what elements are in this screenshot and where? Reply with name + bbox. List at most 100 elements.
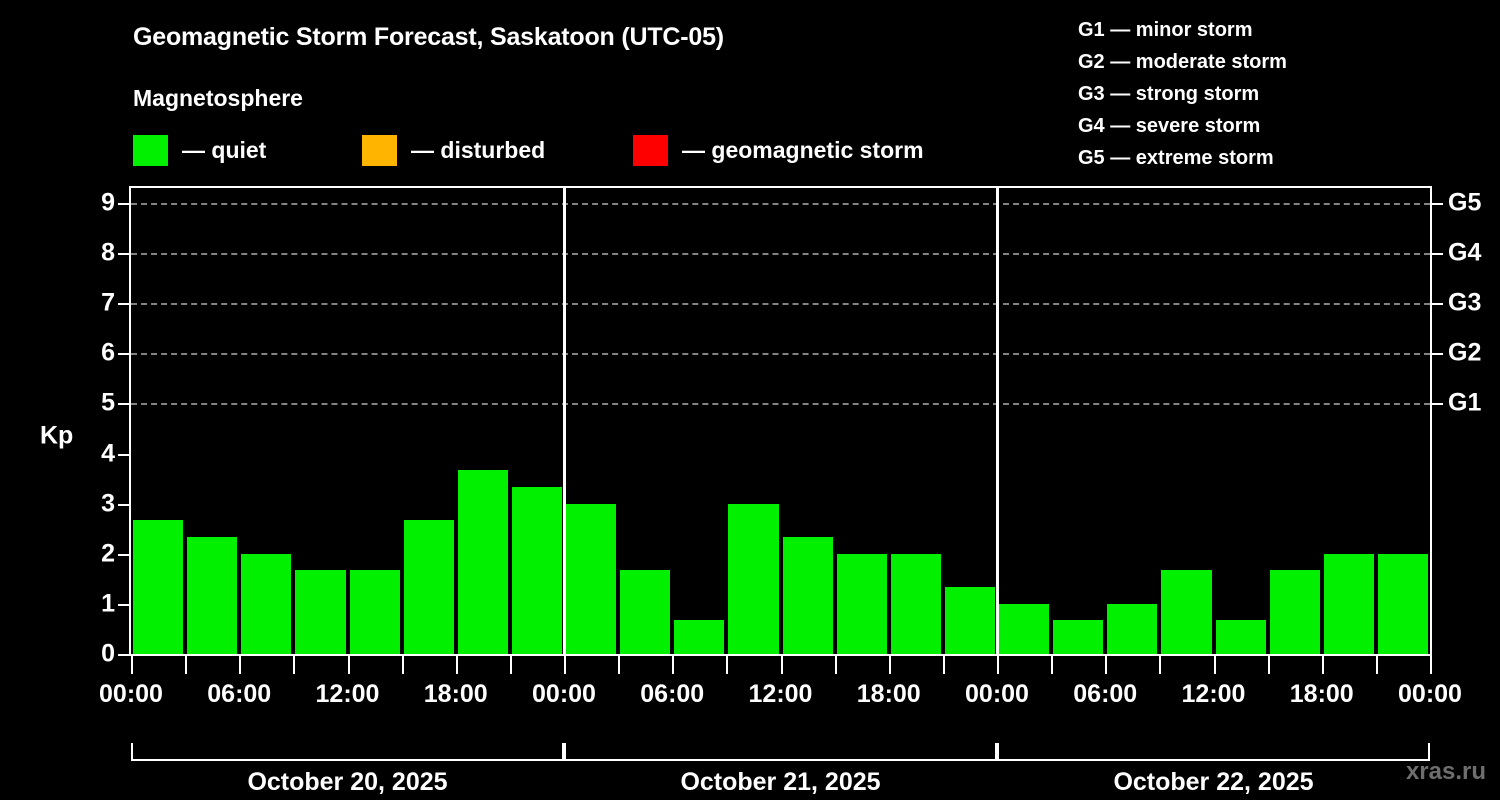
- day-label: October 20, 2025: [247, 768, 448, 796]
- y-tick-label-8: 8: [101, 238, 115, 267]
- day-bracket: [564, 743, 997, 761]
- y-tick-mark: [118, 654, 129, 656]
- bar-kp: [566, 503, 617, 654]
- y-tick-label-7: 7: [101, 288, 115, 317]
- bar-kp: [890, 553, 941, 654]
- x-tick-label: 00:00: [99, 680, 163, 708]
- x-tick-label: 06:00: [207, 680, 272, 708]
- bar-kp: [944, 587, 995, 654]
- g-tick-mark: [1432, 403, 1443, 406]
- bar-kp: [620, 570, 671, 654]
- y-tick-mark: [118, 453, 129, 456]
- g-tick-mark: [1432, 353, 1443, 356]
- plot-area: [129, 186, 1432, 656]
- bar-kp: [999, 603, 1050, 654]
- page-title: Geomagnetic Storm Forecast, Saskatoon (U…: [133, 23, 724, 51]
- day-bracket: [131, 743, 564, 761]
- g-tick-label-g1: G1: [1448, 388, 1482, 417]
- legend-swatch-geomagnetic-storm-icon: [633, 134, 668, 166]
- y-tick-mark: [118, 503, 129, 506]
- gscale-line-g5: G5 — extreme storm: [1078, 147, 1274, 169]
- x-tick-label: 18:00: [856, 680, 921, 708]
- y-axis-title: Kp: [40, 421, 74, 450]
- y-tick-mark: [118, 603, 129, 606]
- bar-kp: [1107, 603, 1158, 654]
- x-tick-mark: [726, 656, 729, 674]
- x-tick-label: 00:00: [532, 680, 596, 708]
- x-tick-label: 00:00: [1398, 680, 1462, 708]
- x-tick-mark: [1159, 656, 1162, 674]
- bar-kp: [1215, 620, 1266, 654]
- x-tick-mark: [509, 656, 512, 674]
- y-tick-mark: [118, 303, 129, 306]
- x-tick-mark: [564, 656, 566, 674]
- bar-kp: [457, 470, 508, 654]
- gscale-line-g1: G1 — minor storm: [1078, 19, 1253, 41]
- y-tick-label-0: 0: [101, 639, 115, 668]
- y-tick-mark: [118, 553, 129, 556]
- y-tick-label-9: 9: [101, 188, 115, 217]
- y-tick-label-4: 4: [101, 439, 115, 468]
- x-tick-mark: [347, 656, 350, 674]
- x-tick-label: 06:00: [1073, 680, 1138, 708]
- y-tick-label-2: 2: [101, 539, 115, 568]
- bar-kp: [511, 487, 562, 654]
- y-tick-mark: [118, 403, 129, 406]
- bar-kp: [1161, 570, 1212, 654]
- gridline-kp-5: [131, 403, 1430, 406]
- legend-swatch-quiet-icon: [133, 134, 168, 166]
- gridline-kp-8: [131, 253, 1430, 256]
- y-tick-mark: [118, 203, 129, 206]
- x-tick-mark: [1375, 656, 1378, 674]
- x-tick-mark: [1267, 656, 1270, 674]
- g-tick-mark: [1432, 303, 1443, 306]
- x-tick-mark: [131, 656, 133, 674]
- y-tick-label-3: 3: [101, 489, 115, 518]
- g-tick-label-g5: G5: [1448, 188, 1482, 217]
- x-tick-mark: [401, 656, 404, 674]
- bar-kp: [187, 537, 238, 654]
- gridline-kp-7: [131, 303, 1430, 306]
- legend-label-disturbed: — disturbed: [411, 136, 546, 163]
- x-tick-label: 00:00: [965, 680, 1029, 708]
- y-tick-mark: [118, 253, 129, 256]
- y-tick-label-6: 6: [101, 338, 115, 367]
- g-tick-label-g4: G4: [1448, 238, 1482, 267]
- y-tick-mark: [118, 353, 129, 356]
- gridline-kp-9: [131, 203, 1430, 206]
- bar-kp: [241, 553, 292, 654]
- x-tick-mark: [672, 656, 675, 674]
- gscale-line-g3: G3 — strong storm: [1078, 83, 1260, 105]
- legend-swatch-disturbed-icon: [362, 134, 397, 166]
- gscale-line-g2: G2 — moderate storm: [1078, 51, 1287, 73]
- legend-item-quiet: — quiet: [133, 133, 266, 167]
- gscale-line-g4: G4 — severe storm: [1078, 115, 1261, 137]
- x-tick-mark: [185, 656, 188, 674]
- day-label: October 21, 2025: [680, 768, 881, 796]
- bar-kp: [403, 520, 454, 654]
- gridline-kp-6: [131, 353, 1430, 356]
- x-tick-mark: [293, 656, 296, 674]
- day-divider: [562, 188, 566, 654]
- x-tick-label: 12:00: [748, 680, 813, 708]
- g-tick-label-g2: G2: [1448, 338, 1482, 367]
- bar-kp: [836, 553, 887, 654]
- x-tick-mark: [834, 656, 837, 674]
- legend-label-quiet: — quiet: [182, 136, 267, 163]
- day-bracket: [997, 743, 1430, 761]
- x-tick-label: 18:00: [423, 680, 488, 708]
- x-tick-mark: [1213, 656, 1216, 674]
- bar-kp: [782, 537, 833, 654]
- y-tick-label-5: 5: [101, 388, 115, 417]
- y-tick-label-1: 1: [101, 589, 115, 618]
- magnetosphere-section-label: Magnetosphere: [133, 85, 303, 111]
- bar-kp: [674, 620, 725, 654]
- bar-kp: [349, 570, 400, 654]
- x-tick-label: 06:00: [640, 680, 705, 708]
- g-tick-mark: [1432, 253, 1443, 256]
- bar-kp: [1323, 553, 1374, 654]
- bar-kp: [1377, 553, 1428, 654]
- x-tick-mark: [455, 656, 458, 674]
- x-tick-mark: [780, 656, 783, 674]
